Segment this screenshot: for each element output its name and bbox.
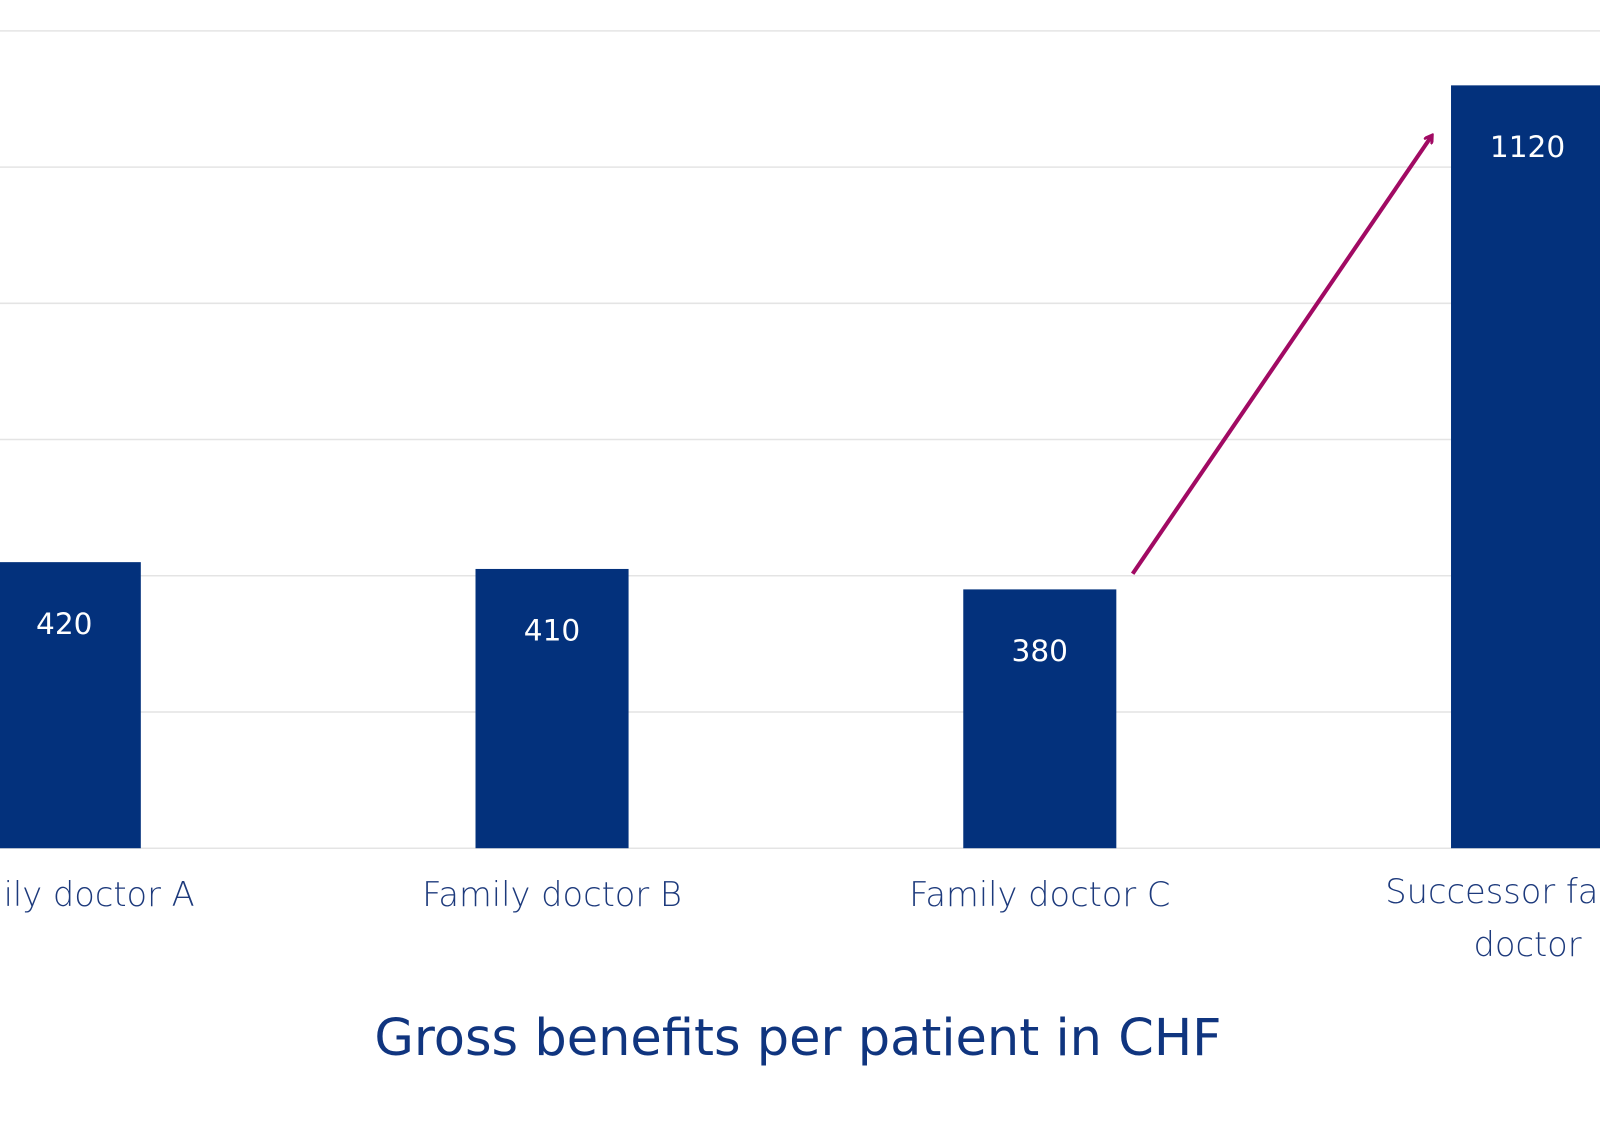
value-label: 1120 [1490,130,1565,164]
x-tick-label: Successor familydoctor [1385,872,1600,964]
bar [475,568,629,849]
bar [0,562,141,849]
x-tick-label: Family doctor A [0,875,195,914]
value-label: 380 [1012,634,1068,668]
grid [0,30,1600,849]
bar [1451,85,1600,849]
bars: 420 Family doctor A 410 Family doctor B 380 F… [0,85,1600,964]
x-tick-label: Family doctor C [909,875,1170,914]
value-label: 420 [36,607,92,641]
bar [963,589,1117,849]
x-axis-title: Gross benefits per patient in CHF [374,1009,1221,1068]
value-label: 410 [524,614,580,648]
growth-arrow [1130,136,1432,575]
x-tick-label: Family doctor B [422,875,682,914]
